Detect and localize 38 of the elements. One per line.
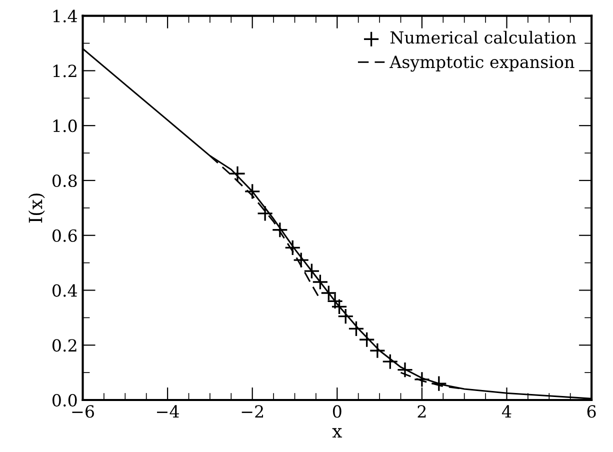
point	[430, 375, 448, 392]
point	[358, 332, 375, 348]
y-tick-label: 0.4	[52, 284, 78, 297]
point	[312, 274, 328, 290]
x-tick-label: −2	[242, 405, 263, 418]
y-axis-title: I(x)	[28, 194, 45, 223]
y-tick-label: 1.2	[53, 64, 76, 78]
x-tick-label: 6	[587, 405, 596, 418]
point	[292, 252, 310, 268]
legend-label: Numerical calculation	[390, 30, 576, 44]
point	[348, 320, 364, 337]
x-tick-label: 0	[332, 405, 342, 418]
y-tick-label: 0.8	[52, 174, 77, 188]
y-tick-label: 1.0	[53, 120, 77, 132]
point	[414, 371, 430, 388]
y-tick-label: 0.2	[52, 339, 76, 352]
point	[331, 298, 348, 315]
point	[272, 222, 288, 238]
y-tick-label: 0.0	[52, 394, 77, 407]
point	[244, 183, 260, 200]
point	[304, 262, 320, 280]
point	[338, 308, 354, 324]
point	[382, 353, 398, 370]
point	[284, 240, 301, 256]
point	[326, 293, 344, 310]
legend-label: Asymptotic expansion	[390, 56, 574, 72]
point	[320, 284, 337, 302]
x-tick-label: −4	[157, 405, 179, 418]
y-tick-label: 0.6	[52, 229, 77, 242]
point	[229, 166, 246, 182]
x-axis-title: x	[332, 428, 342, 438]
x-tick-label: 2	[418, 405, 426, 418]
x-tick-label: 4	[502, 405, 512, 418]
point	[369, 342, 386, 359]
point	[256, 205, 274, 222]
x-tick-label: −6	[72, 405, 94, 418]
point	[396, 362, 414, 378]
y-tick-label: 1.4	[53, 10, 78, 22]
